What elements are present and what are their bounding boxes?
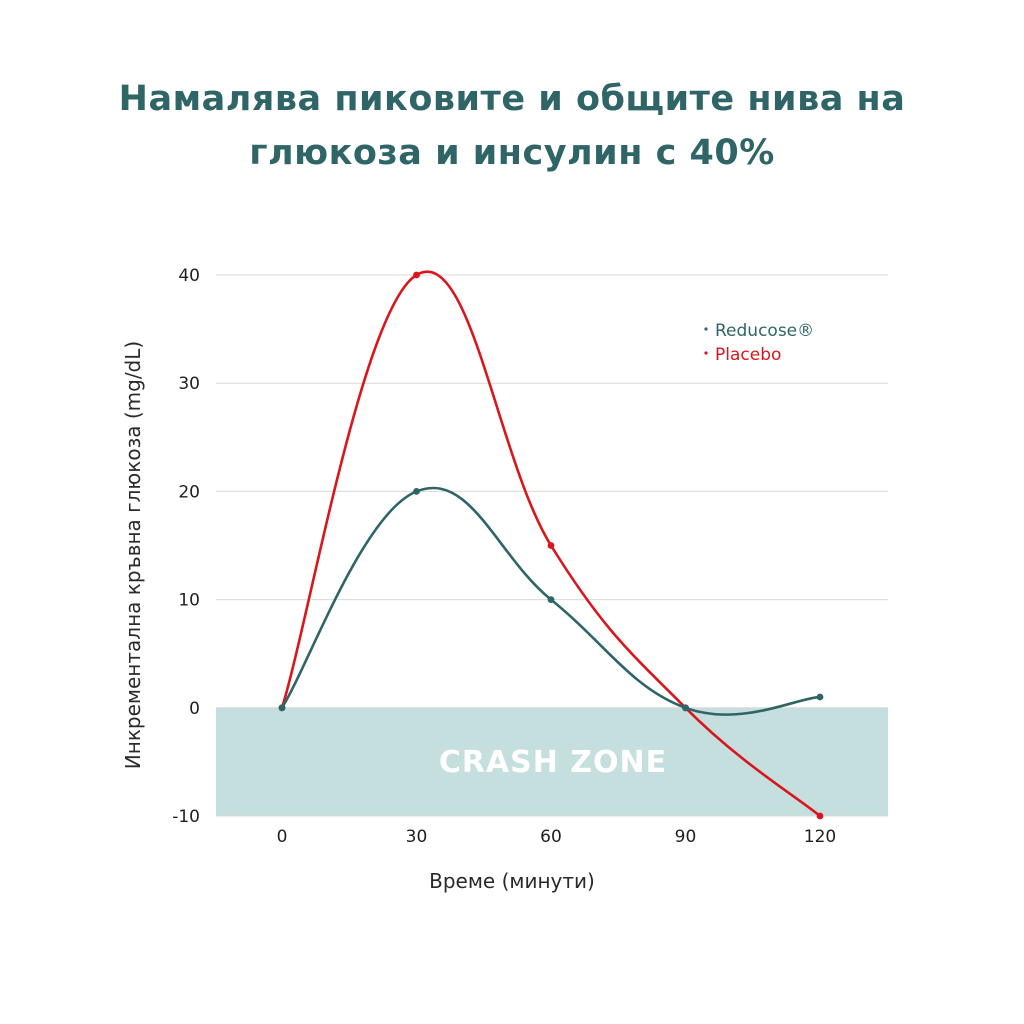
x-tick-label: 60	[540, 827, 562, 847]
x-tick-label: 0	[277, 827, 288, 847]
x-tick-label: 90	[675, 827, 697, 847]
grid-lines	[216, 274, 888, 817]
legend-marker-reducose	[704, 327, 708, 331]
y-tick-label: -10	[172, 807, 200, 827]
data-point-reducose	[682, 704, 689, 712]
legend-label-placebo: Placebo	[715, 345, 781, 365]
legend-label-reducose: Reducose®	[715, 321, 814, 341]
y-tick-label: 30	[178, 374, 200, 394]
y-axis-ticks: -10 0 10 20 30 40	[172, 266, 200, 827]
data-point-reducose	[278, 704, 286, 712]
crash-zone-band	[216, 707, 888, 816]
x-tick-label: 30	[406, 827, 428, 847]
chart-title: Намалява пиковите и общите нива на глюко…	[0, 72, 1024, 180]
x-axis-title: Време (минути)	[429, 869, 595, 893]
y-tick-label: 20	[178, 482, 200, 502]
data-point-reducose	[413, 488, 420, 495]
x-tick-label: 120	[804, 827, 836, 847]
chart-title-line-2: глюкоза и инсулин с 40%	[249, 133, 775, 173]
series-group	[278, 270, 824, 820]
x-axis-ticks: 0 30 60 90 120	[277, 827, 837, 847]
data-point-placebo	[816, 812, 824, 820]
y-axis-title: Инкрементална кръвна глюкоза (mg/dL)	[121, 341, 145, 769]
data-point-reducose	[547, 596, 555, 603]
series-line-placebo	[280, 270, 822, 818]
legend: Reducose® Placebo	[704, 321, 814, 365]
data-point-reducose	[816, 693, 824, 701]
legend-marker-placebo	[704, 351, 708, 355]
data-point-placebo	[547, 542, 555, 549]
y-tick-label: 40	[178, 266, 200, 286]
crash-zone-label: CRASH ZONE	[439, 745, 667, 780]
y-tick-label: 0	[189, 699, 200, 719]
y-tick-label: 10	[178, 591, 200, 611]
series-line-reducose	[280, 486, 822, 716]
chart-title-line-1: Намалява пиковите и общите нива на	[118, 79, 906, 119]
data-point-placebo	[413, 271, 420, 279]
